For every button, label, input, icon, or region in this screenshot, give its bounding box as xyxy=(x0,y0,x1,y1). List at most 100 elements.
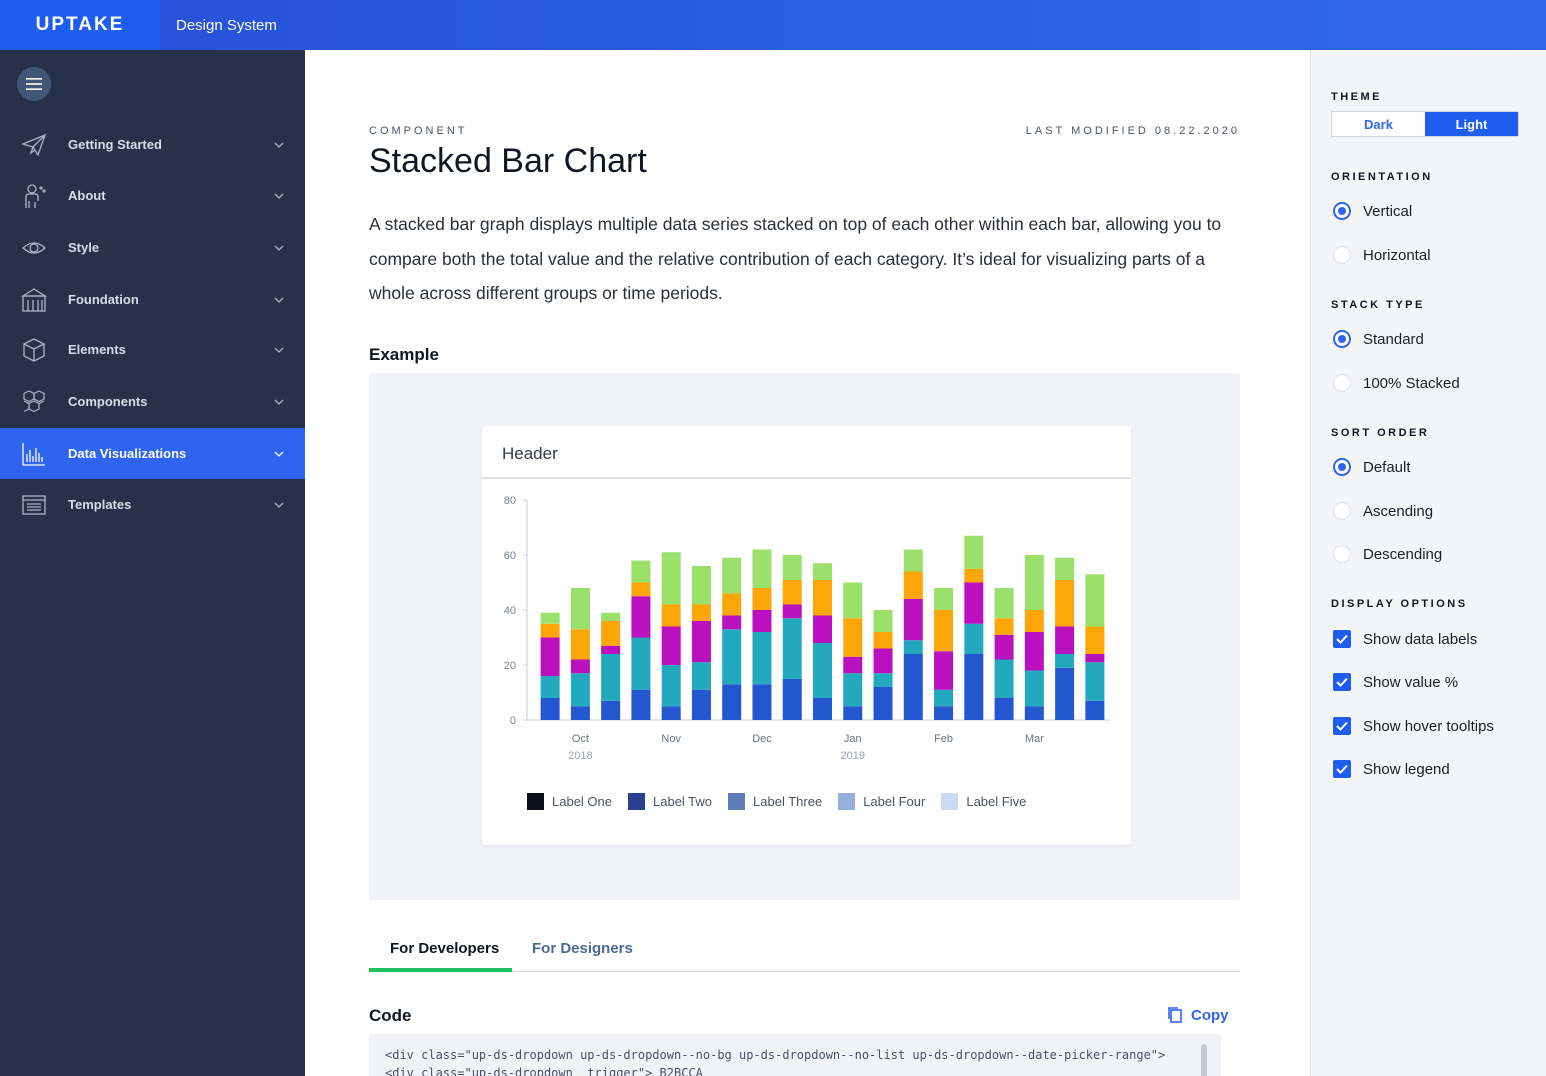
building-icon xyxy=(20,288,48,312)
bar-segment xyxy=(631,596,651,638)
bar-segment xyxy=(903,549,923,572)
x-tick-label: Jan xyxy=(844,733,862,745)
orientation-horizontal-radio[interactable]: Horizontal xyxy=(1333,246,1431,264)
bar-segment xyxy=(934,706,954,720)
show-data-labels-checkbox[interactable]: Show data labels xyxy=(1333,630,1477,648)
sidebar-item-data-visualizations[interactable]: Data Visualizations xyxy=(0,428,305,479)
bar-segment xyxy=(964,568,984,583)
legend-item[interactable]: Label One xyxy=(527,793,612,810)
x-tick-label: Mar xyxy=(1025,733,1044,745)
x-tick-year-label: 2018 xyxy=(568,750,592,762)
sort-ascending-radio[interactable]: Ascending xyxy=(1333,502,1433,520)
code-block[interactable]: <div class="up-ds-dropdown up-ds-dropdow… xyxy=(369,1034,1221,1076)
bar-segment xyxy=(601,621,621,646)
page-eyebrow: COMPONENT xyxy=(369,125,468,137)
bar-segment xyxy=(994,588,1014,619)
orientation-vertical-radio[interactable]: Vertical xyxy=(1333,202,1412,220)
y-tick-label: 80 xyxy=(504,495,516,507)
sort-descending-radio[interactable]: Descending xyxy=(1333,545,1442,563)
copy-button[interactable]: Copy xyxy=(1167,1006,1229,1024)
bar-segment xyxy=(1055,654,1075,668)
bar-segment xyxy=(540,676,560,698)
checkbox-checked xyxy=(1333,673,1351,691)
sidebar-item-label: About xyxy=(68,188,106,203)
tab-for-developers[interactable]: For Developers xyxy=(390,940,500,957)
legend-item[interactable]: Label Three xyxy=(728,793,822,810)
bar-segment xyxy=(631,582,651,597)
checkbox-checked xyxy=(1333,630,1351,648)
bar-segment xyxy=(691,621,711,663)
show-legend-checkbox[interactable]: Show legend xyxy=(1333,760,1450,778)
theme-light-button[interactable]: Light xyxy=(1425,112,1518,136)
stacked-bar-chart: 0 20 40 60 80 Oct 2018 Nov Dec Jan 2019 Feb Mar xyxy=(504,495,1110,762)
bar-segment xyxy=(661,604,681,627)
last-modified: LAST MODIFIED 08.22.2020 xyxy=(1025,125,1240,137)
option-label: Ascending xyxy=(1363,502,1434,520)
legend-swatch xyxy=(628,793,645,810)
bar-segment xyxy=(631,637,651,690)
sidebar-item-templates[interactable]: Templates xyxy=(0,479,305,530)
bar-segment xyxy=(994,634,1014,660)
checkmark-icon xyxy=(1336,721,1348,731)
option-label: Standard xyxy=(1363,330,1424,348)
bar-segment xyxy=(964,582,984,624)
sidebar-item-about[interactable]: About xyxy=(0,170,305,221)
checkmark-icon xyxy=(1336,677,1348,687)
bar-segment xyxy=(1055,626,1075,654)
bar-segment xyxy=(601,654,621,701)
page-title: Stacked Bar Chart xyxy=(369,142,647,180)
bar-segment xyxy=(570,706,590,720)
bar-segment xyxy=(964,623,984,654)
sidebar-item-components[interactable]: Components xyxy=(0,376,305,427)
show-value-percent-checkbox[interactable]: Show value % xyxy=(1333,673,1458,691)
bar-chart-icon xyxy=(22,443,45,466)
radio-unselected xyxy=(1333,246,1351,264)
radio-selected xyxy=(1333,202,1351,220)
bar-segment xyxy=(661,665,681,707)
sidebar-item-getting-started[interactable]: Getting Started xyxy=(0,119,305,170)
sidebar-item-elements[interactable]: Elements xyxy=(0,324,305,375)
sidebar-item-foundation[interactable]: Foundation xyxy=(0,274,305,325)
hamburger-icon xyxy=(26,78,42,90)
legend-item[interactable]: Label Two xyxy=(628,793,712,810)
bar-segment xyxy=(934,651,954,690)
bar-segment xyxy=(964,654,984,720)
bar-segment xyxy=(540,623,560,638)
show-hover-tooltips-checkbox[interactable]: Show hover tooltips xyxy=(1333,717,1494,735)
eye-icon xyxy=(22,242,46,254)
legend-label: Label One xyxy=(552,794,612,809)
tab-for-designers[interactable]: For Designers xyxy=(532,940,633,957)
bar-segment xyxy=(934,689,954,707)
display-options-heading: DISPLAY OPTIONS xyxy=(1331,598,1468,610)
code-scrollbar[interactable] xyxy=(1201,1044,1207,1076)
bar-segment xyxy=(540,637,560,676)
sidebar-item-style[interactable]: Style xyxy=(0,222,305,273)
bar-segment xyxy=(1085,662,1105,701)
stack-100-radio[interactable]: 100% Stacked xyxy=(1333,374,1460,392)
legend-item[interactable]: Label Four xyxy=(838,793,925,810)
radio-selected xyxy=(1333,458,1351,476)
bar-segment xyxy=(691,662,711,690)
menu-toggle-button[interactable] xyxy=(17,67,51,101)
stack-standard-radio[interactable]: Standard xyxy=(1333,330,1424,348)
option-label: Show legend xyxy=(1363,760,1450,778)
sidebar-item-label: Data Visualizations xyxy=(68,446,187,461)
legend-label: Label Two xyxy=(653,794,713,809)
legend-label: Label Five xyxy=(966,794,1027,809)
chevron-down-icon xyxy=(274,502,284,508)
chevron-down-icon xyxy=(274,347,284,353)
sort-default-radio[interactable]: Default xyxy=(1333,458,1411,476)
active-tab-indicator xyxy=(369,968,512,972)
sidebar-item-label: Elements xyxy=(68,342,126,357)
legend-item[interactable]: Label Five xyxy=(941,793,1026,810)
bar-segment xyxy=(752,549,772,588)
bar-segment xyxy=(903,654,923,720)
bar-segment xyxy=(994,618,1014,635)
brand-logo[interactable]: UPTAKE xyxy=(0,0,160,50)
bar-segment xyxy=(752,684,772,720)
sidebar-item-label: Templates xyxy=(68,497,132,512)
theme-dark-button[interactable]: Dark xyxy=(1364,116,1393,132)
y-tick-label: 0 xyxy=(510,715,516,727)
tab-bar: For Developers For Designers xyxy=(369,930,1240,972)
bar-segment xyxy=(1024,670,1044,707)
